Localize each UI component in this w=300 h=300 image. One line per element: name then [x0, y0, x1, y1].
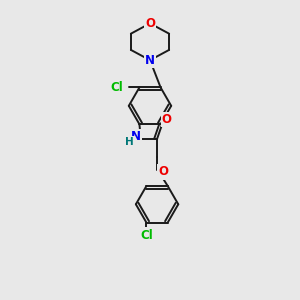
- Text: Cl: Cl: [140, 229, 153, 242]
- Text: N: N: [145, 54, 155, 67]
- Text: H: H: [125, 137, 134, 147]
- Text: O: O: [158, 165, 168, 178]
- Text: N: N: [130, 130, 141, 143]
- Text: Cl: Cl: [110, 81, 123, 94]
- Text: O: O: [145, 17, 155, 30]
- Text: O: O: [162, 113, 172, 126]
